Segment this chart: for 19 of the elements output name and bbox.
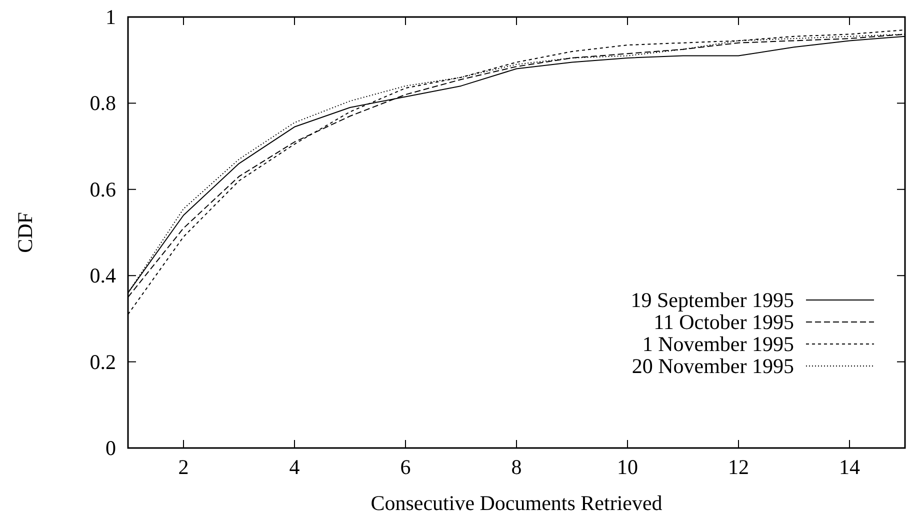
y-tick-label: 1 <box>106 5 116 29</box>
x-tick-label: 10 <box>617 455 638 479</box>
y-tick-label: 0.8 <box>90 91 116 116</box>
x-tick-label: 2 <box>178 455 189 479</box>
x-tick-label: 6 <box>400 455 411 479</box>
legend-label: 20 November 1995 <box>632 354 794 378</box>
legend-label: 1 November 1995 <box>642 332 794 356</box>
x-tick-label: 14 <box>839 455 860 479</box>
x-tick-label: 12 <box>728 455 749 479</box>
y-tick-label: 0.4 <box>90 264 116 288</box>
x-tick-label: 4 <box>289 455 300 479</box>
y-tick-label: 0.6 <box>90 177 116 202</box>
y-tick-label: 0 <box>106 436 116 460</box>
y-tick-label: 0.2 <box>90 350 116 374</box>
x-tick-label: 8 <box>511 455 522 479</box>
legend-label: 19 September 1995 <box>630 288 794 312</box>
x-axis-title: Consecutive Documents Retrieved <box>370 491 663 515</box>
legend-label: 11 October 1995 <box>654 310 794 334</box>
y-axis-title: CDF <box>13 212 37 253</box>
